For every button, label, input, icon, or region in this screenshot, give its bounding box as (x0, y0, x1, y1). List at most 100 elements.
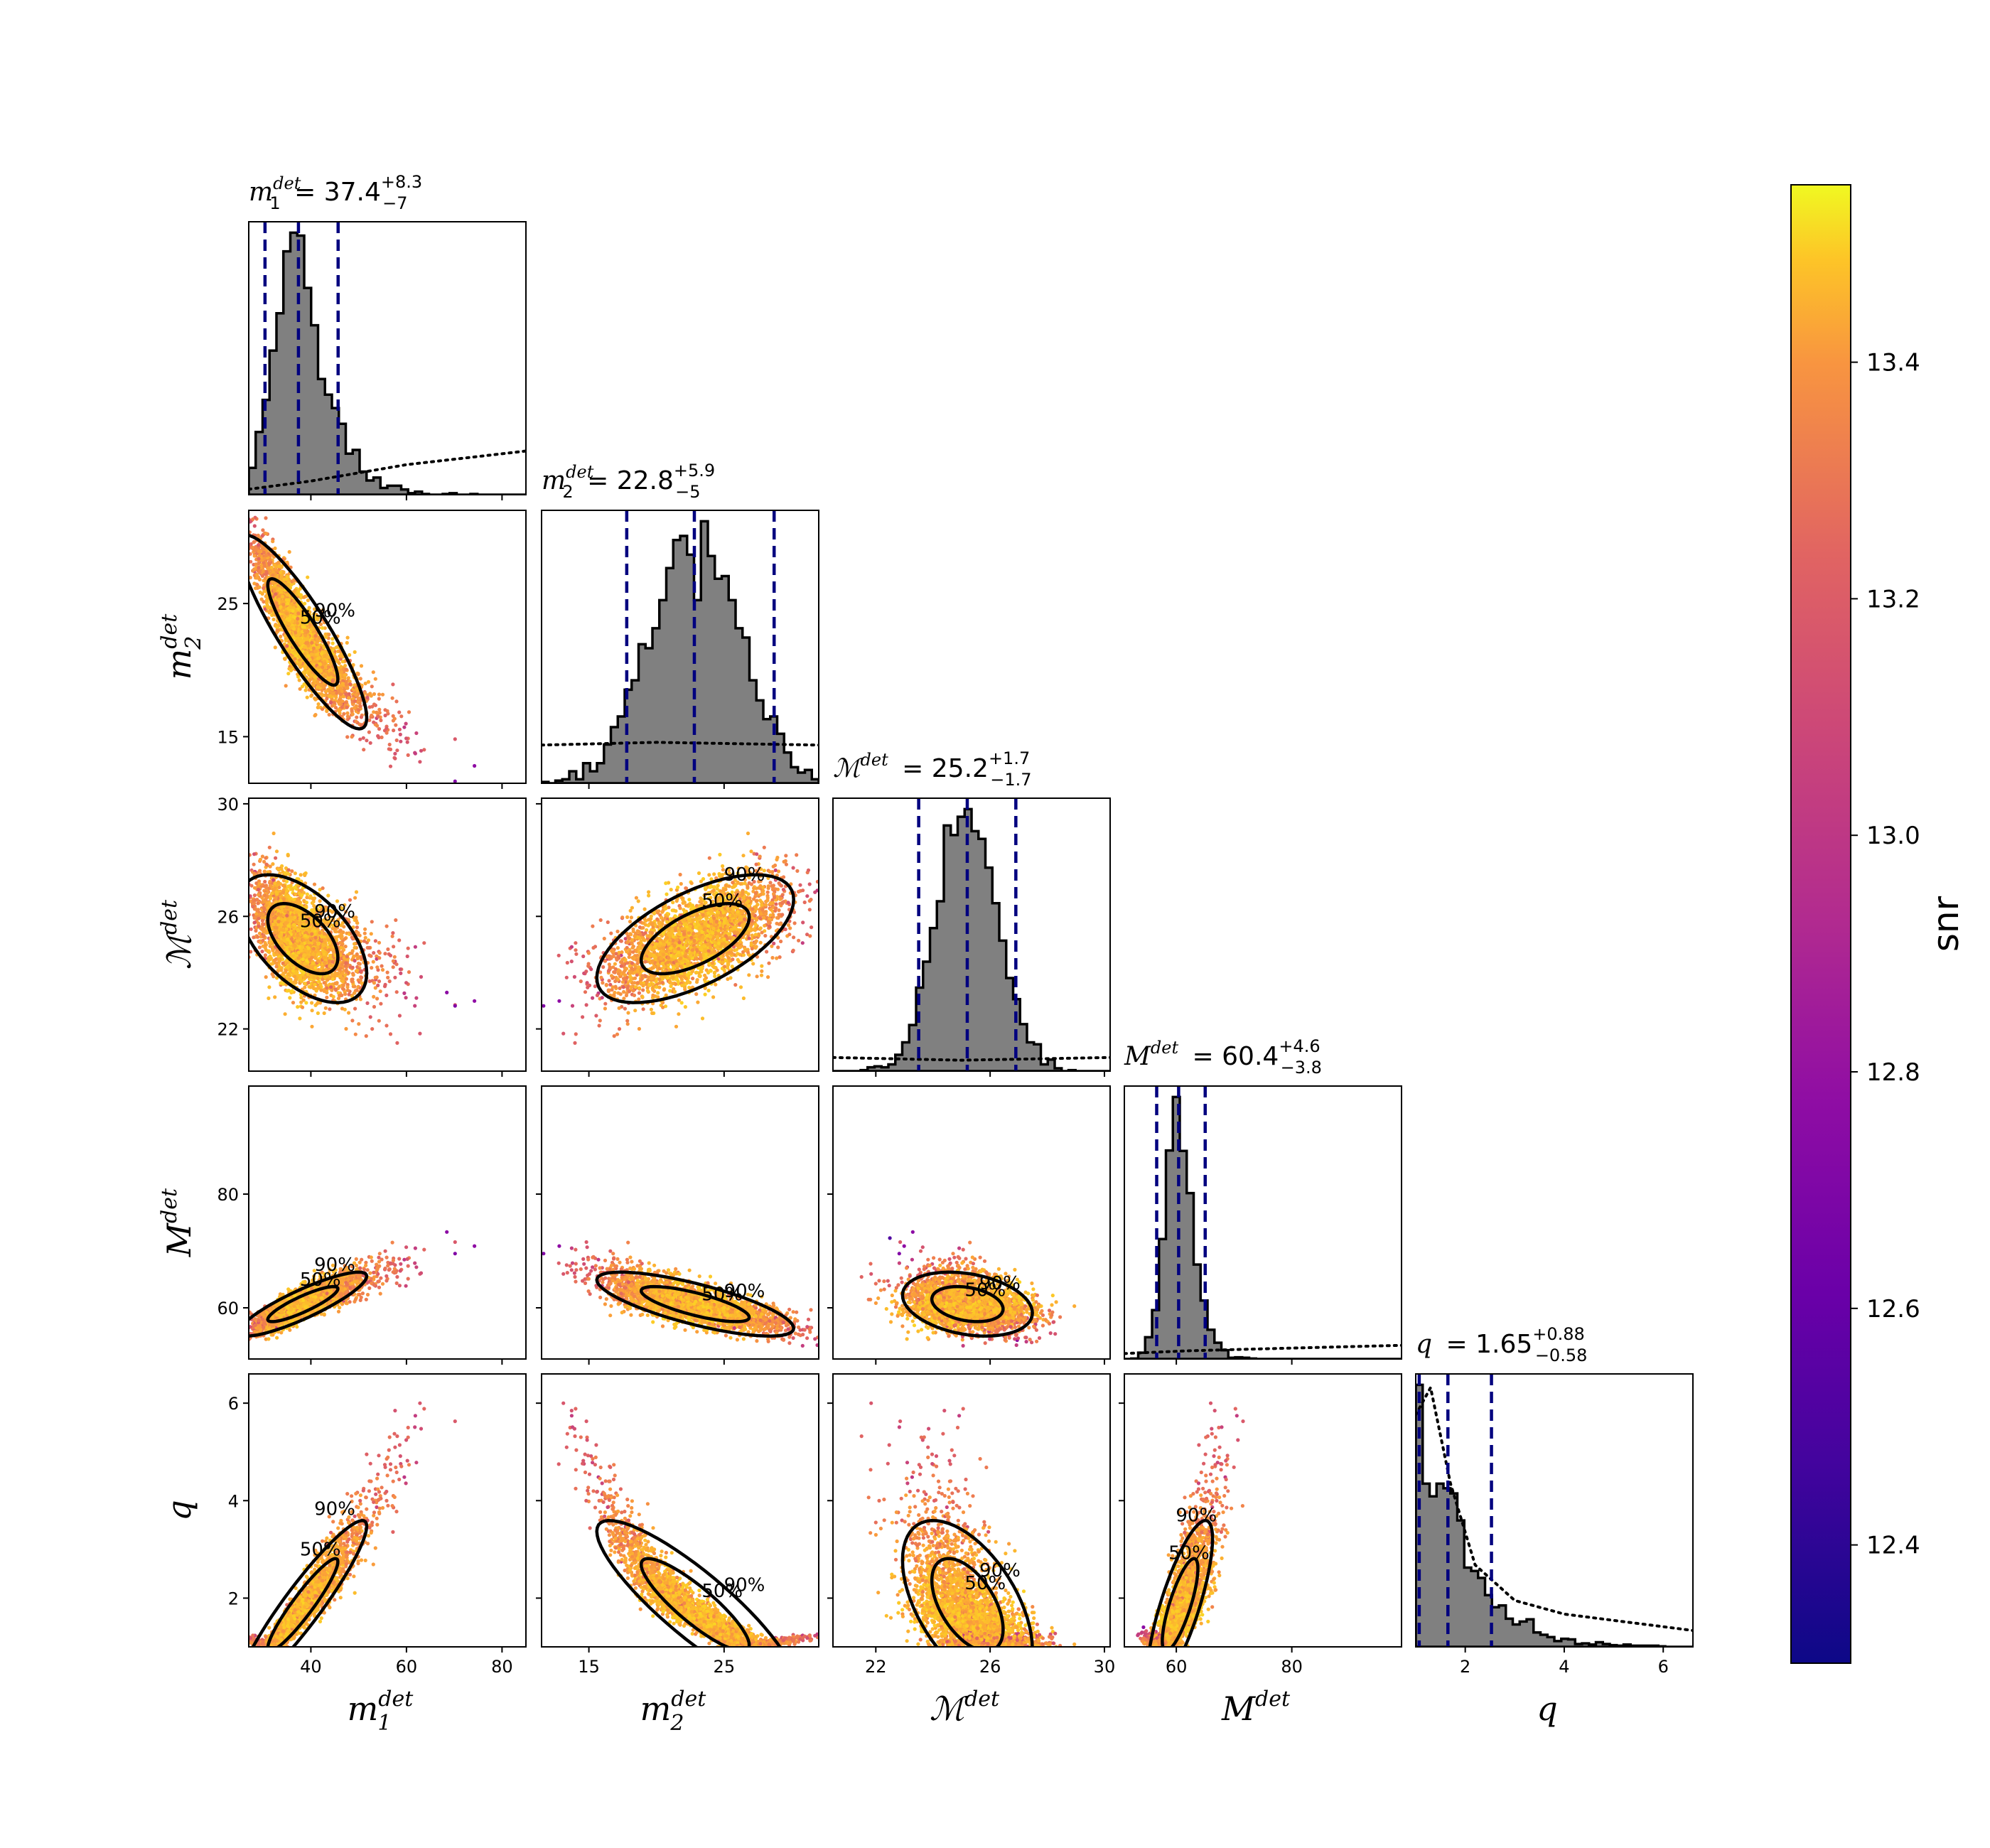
scatter-m1-m2 (249, 515, 477, 783)
contour-m1-q-1 (251, 1519, 369, 1647)
colorbar-tick-label: 13.2 (1866, 585, 1920, 613)
x-tick-label-mc: 30 (1094, 1657, 1116, 1677)
contour-label: 90% (724, 1281, 765, 1302)
y-axis-label-m2: mdet2 (157, 613, 206, 680)
contour-label: 50% (300, 910, 341, 932)
panel-frame (541, 1085, 819, 1360)
x-tick-label-mc: 26 (979, 1657, 1001, 1677)
prior-line-mc (833, 1055, 1110, 1062)
y-tick-label-q: 4 (228, 1491, 239, 1511)
histogram-mc (833, 807, 1110, 1071)
contour-label: 50% (964, 1573, 1006, 1594)
x-tick-label-q: 2 (1460, 1657, 1470, 1677)
panel-m1-q: 50% 90% 40 60 80 2 4 6 (228, 1373, 527, 1677)
contour-label: 90% (979, 1273, 1021, 1294)
x-tick-label-m1: 60 (396, 1657, 418, 1677)
x-tick-label-m2: 15 (578, 1657, 600, 1677)
panel-frame (832, 1085, 1111, 1360)
panel-mc-q: 50%90% 22 26 30 (827, 1373, 1116, 1677)
title-m1: mdet 1 = 37.4+8.3 −7 (249, 172, 422, 213)
contour-label: 50% (701, 891, 743, 912)
x-tick-label-m1: 40 (300, 1657, 322, 1677)
contour-mc-q-1 (900, 1519, 1034, 1647)
colorbar-tick-label: 12.6 (1866, 1295, 1920, 1323)
title-m2: mdet 2 = 22.8+5.9 −5 (542, 461, 715, 502)
contour-m1-mc-1 (249, 873, 369, 1004)
panel-frame (248, 797, 527, 1072)
x-axis-label-m2: mdet 2 (640, 1687, 707, 1736)
panel-frame (1124, 1373, 1402, 1648)
x-tick-label-Mt: 60 (1166, 1657, 1188, 1677)
histogram-Mt (1124, 1095, 1402, 1359)
colorbar-tick-label: 13.0 (1866, 822, 1920, 850)
panel-m1-mc: 50%90% 22 26 30 (217, 795, 527, 1077)
contour-Mt-q-0 (1161, 1557, 1200, 1647)
y-tick-label-q: 6 (228, 1394, 239, 1414)
panel-frame (541, 797, 819, 1072)
contour-m2-Mt-0 (639, 1284, 751, 1323)
contour-label: 90% (979, 1560, 1021, 1581)
colorbar-gradient (1790, 184, 1851, 1664)
y-tick-label-Mt: 80 (217, 1185, 239, 1205)
panel-mc-mc: ℳdet = 25.2+1.7 −1.7 (832, 748, 1111, 1077)
x-tick-label-m2: 25 (714, 1657, 736, 1677)
y-tick-label-m2: 15 (217, 727, 239, 747)
y-tick-label-Mt: 60 (217, 1299, 239, 1318)
colorbar-tick-label: 12.8 (1866, 1058, 1920, 1087)
x-tick-label-q: 4 (1559, 1657, 1569, 1677)
contour-mc-Mt-0 (930, 1284, 1005, 1323)
prior-line-Mt (1124, 1343, 1402, 1355)
panel-Mt-Mt: Mdet = 60.4+4.6 −3.8 (1124, 1036, 1402, 1365)
panel-frame (1124, 1085, 1402, 1360)
scatter-m2-Mt (542, 1240, 819, 1348)
contour-label: 90% (314, 601, 355, 622)
scatter-mc-q (859, 1401, 1077, 1647)
histogram-m1 (249, 231, 526, 495)
x-axis-label-mc: ℳdet (930, 1687, 1000, 1728)
panel-frame (248, 1085, 527, 1360)
panel-m1-m1: mdet 1 = 37.4+8.3 −7 (248, 172, 527, 500)
prior-line-q (1416, 1383, 1693, 1632)
prior-line-m1 (249, 449, 526, 491)
contour-m2-mc-0 (639, 902, 751, 976)
title-q: q = 1.65+0.88 −0.58 (1416, 1324, 1587, 1365)
contour-m2-q-0 (639, 1557, 751, 1647)
contour-m1-m2-0 (266, 577, 340, 687)
contour-Mt-q-1 (1148, 1518, 1215, 1647)
contour-label: 90% (724, 1574, 765, 1596)
contour-label: 90% (314, 901, 355, 923)
contour-m1-Mt-1 (249, 1270, 369, 1338)
histogram-m2 (542, 520, 819, 783)
panel-frame (832, 797, 1111, 1072)
y-tick-label-mc: 30 (217, 795, 239, 815)
x-axis-label-q: q (1537, 1689, 1557, 1728)
contour-label: 90% (314, 1255, 355, 1276)
contour-label: 50% (300, 1539, 341, 1560)
panel-frame (1415, 1373, 1694, 1648)
colorbar-label: snr (1925, 896, 1967, 952)
panel-frame (541, 1373, 819, 1648)
contour-m1-m2-1 (249, 533, 369, 731)
colorbar-tick-label: 12.4 (1866, 1532, 1920, 1560)
panel-Mt-q: 50%90%60 80 (1119, 1373, 1402, 1677)
panel-q-q: q = 1.65+0.88 −0.58 2 4 6 (1415, 1324, 1694, 1677)
panel-mc-Mt: 50%90% (827, 1085, 1111, 1365)
contour-mc-Mt-1 (900, 1270, 1034, 1338)
contour-m2-mc-1 (595, 873, 795, 1004)
scatter-m2-q (556, 1401, 819, 1647)
title-mc: ℳdet = 25.2+1.7 −1.7 (833, 748, 1032, 790)
y-axis-label-q: q (160, 1500, 198, 1520)
panel-m2-q: 50%90%15 25 (536, 1373, 819, 1677)
panel-frame (248, 221, 527, 495)
panel-m2-mc: 50%90% (536, 797, 819, 1077)
y-axis-label-Mt: Mdet (157, 1188, 198, 1257)
y-tick-label-q: 2 (228, 1589, 239, 1608)
contour-m1-q-0 (266, 1557, 340, 1647)
title-Mt: Mdet = 60.4+4.6 −3.8 (1124, 1036, 1322, 1078)
contour-label: 90% (1176, 1505, 1217, 1526)
prior-line-m2 (542, 741, 819, 747)
